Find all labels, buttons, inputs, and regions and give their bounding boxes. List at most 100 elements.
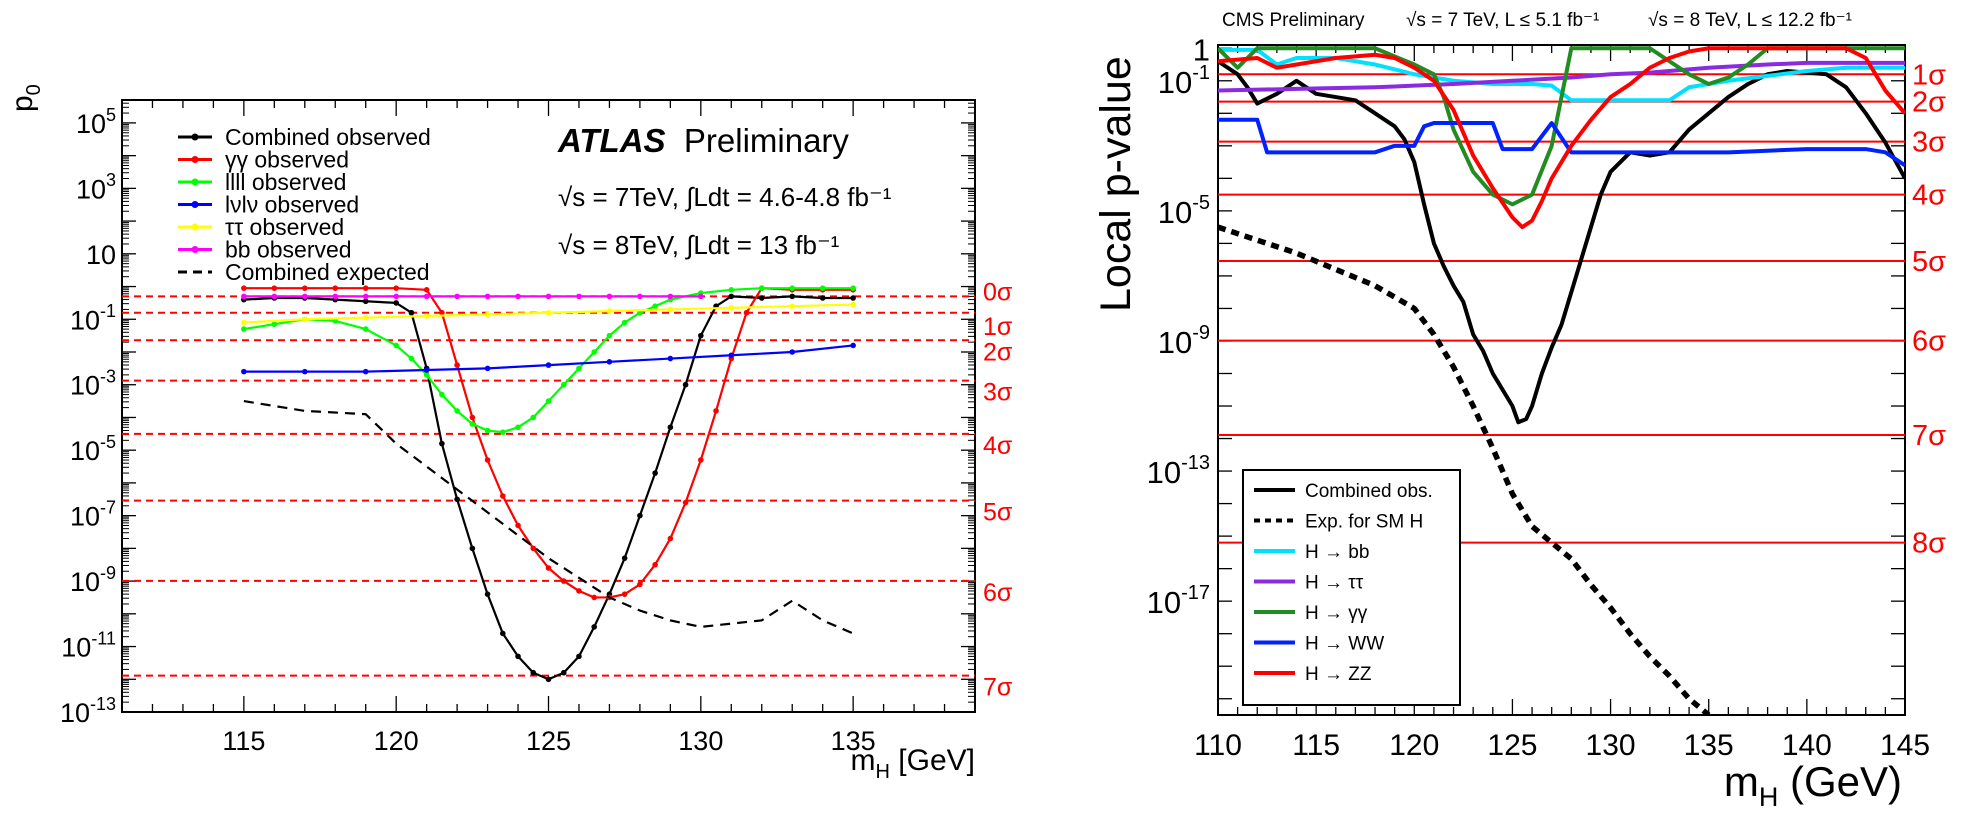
atlas-data-point — [408, 309, 415, 316]
cms-sigma-label: 4σ — [1912, 180, 1946, 212]
atlas-sigma-label: 6σ — [983, 579, 1013, 607]
cms-y-axis-label: Local p-value — [1092, 56, 1140, 312]
atlas-data-point — [408, 355, 415, 362]
atlas-y-tick-label-base: 10 — [70, 305, 100, 335]
atlas-data-point — [758, 285, 765, 291]
atlas-data-point — [698, 457, 704, 463]
atlas-data-point — [484, 427, 491, 434]
atlas-y-tick-label-base: 10 — [70, 502, 100, 532]
atlas-legend-label-5: bb observed — [225, 237, 352, 263]
atlas-y-tick-label-base: 10 — [76, 109, 106, 139]
atlas-title: ATLAS Preliminary — [557, 122, 849, 159]
cms-y-tick-label: 10-9 — [1158, 322, 1210, 360]
cms-energy-8: √s = 8 TeV, L ≤ 12.2 fb⁻¹ — [1648, 10, 1852, 31]
atlas-x-axis-label: mH [GeV] — [851, 744, 976, 783]
atlas-data-point — [789, 349, 796, 355]
atlas-data-point — [545, 676, 552, 683]
atlas-series-line-2 — [243, 287, 854, 434]
atlas-sigma-label: 4σ — [983, 432, 1013, 460]
atlas-data-point — [362, 326, 369, 332]
atlas-x-axis-label-sub: H — [876, 761, 890, 783]
atlas-data-point — [652, 470, 658, 476]
atlas-data-point — [667, 306, 674, 313]
atlas-data-point — [789, 303, 796, 309]
atlas-data-point — [332, 285, 339, 291]
atlas-data-point — [576, 653, 582, 660]
atlas-data-point — [515, 522, 521, 529]
atlas-energy-label: √s = 7TeV, ∫Ldt = 4.6-4.8 fb⁻¹ — [558, 182, 892, 212]
atlas-data-point — [271, 293, 278, 300]
atlas-data-point — [530, 414, 537, 421]
atlas-x-tick-label: 115 — [222, 726, 265, 756]
atlas-data-point — [606, 359, 613, 365]
atlas-data-point — [241, 319, 247, 326]
atlas-data-point — [606, 293, 613, 300]
atlas-data-point — [469, 421, 476, 427]
cms-x-axis-label: mH (GeV) — [1724, 758, 1902, 812]
atlas-data-point — [789, 293, 796, 300]
atlas-legend-label-6: Combined expected — [225, 259, 430, 285]
atlas-legend-marker-4 — [191, 223, 199, 231]
atlas-data-point — [560, 578, 567, 584]
atlas-data-point — [545, 565, 552, 571]
atlas-data-point — [545, 362, 552, 368]
cms-energy-7: √s = 7 TeV, L ≤ 5.1 fb⁻¹ — [1406, 10, 1599, 31]
atlas-x-tick-label: 125 — [526, 726, 571, 756]
atlas-y-axis-label: p0 — [6, 84, 45, 112]
atlas-title-bold: ATLAS — [557, 122, 666, 159]
atlas-series-line-6 — [243, 400, 854, 635]
cms-y-tick-label-base: 10 — [1158, 195, 1192, 230]
cms-y-tick-label-exp: -9 — [1192, 322, 1210, 344]
atlas-data-point — [454, 408, 460, 414]
atlas-y-axis-label-main: p — [6, 95, 39, 112]
cms-x-tick-label: 125 — [1487, 729, 1537, 762]
atlas-data-point — [652, 561, 658, 568]
atlas-data-point — [591, 624, 597, 630]
atlas-y-tick-label-base: 10 — [86, 240, 116, 270]
cms-x-tick-label: 135 — [1684, 729, 1734, 762]
atlas-y-tick-label-base: 10 — [60, 698, 90, 728]
cms-y-tick-label-base: 1 — [1193, 32, 1210, 67]
cms-y-tick-label-base: 10 — [1147, 455, 1181, 490]
cms-y-tick-label-base: 10 — [1147, 585, 1181, 620]
cms-sigma-label: 7σ — [1912, 420, 1946, 452]
atlas-data-point — [728, 305, 735, 311]
atlas-legend-label-0: Combined observed — [225, 124, 431, 150]
atlas-y-tick-label: 10-9 — [70, 563, 116, 597]
atlas-data-point — [545, 293, 552, 300]
atlas-data-point — [423, 367, 430, 373]
cms-x-axis-label-main: m — [1724, 758, 1759, 805]
cms-x-tick-label: 145 — [1880, 729, 1930, 762]
cms-y-tick-label-exp: -5 — [1192, 192, 1210, 214]
atlas-data-point — [667, 293, 674, 300]
atlas-data-point — [530, 545, 537, 552]
atlas-title-rest: Preliminary — [666, 122, 850, 159]
cms-legend-label-1: Exp. for SM H — [1305, 512, 1423, 533]
atlas-data-point — [621, 319, 628, 326]
cms-y-tick-label: 1 — [1193, 32, 1210, 67]
cms-x-tick-label: 115 — [1292, 729, 1340, 762]
cms-x-tick-label: 120 — [1389, 729, 1439, 762]
atlas-y-tick-label-base: 10 — [70, 436, 100, 466]
atlas-data-point — [439, 440, 445, 447]
atlas-data-point — [591, 349, 597, 355]
cms-sigma-label: 8σ — [1912, 528, 1946, 560]
atlas-data-point — [241, 326, 247, 332]
atlas-sigma-label: 7σ — [983, 674, 1013, 702]
atlas-data-point — [713, 408, 719, 414]
cms-y-tick-label-exp: -17 — [1181, 582, 1210, 604]
atlas-data-point — [850, 285, 856, 291]
atlas-data-point — [728, 287, 735, 293]
atlas-data-point — [362, 285, 369, 291]
atlas-x-tick-label: 130 — [678, 726, 723, 756]
atlas-data-point — [698, 332, 704, 339]
atlas-data-point — [850, 295, 856, 301]
cms-sigma-label: 3σ — [1912, 127, 1946, 159]
cms-series-line-0 — [1218, 59, 1905, 425]
atlas-y-tick-label-base: 10 — [70, 371, 100, 401]
atlas-sigma-label: 2σ — [983, 338, 1013, 366]
atlas-y-tick-label-exp: -3 — [100, 367, 116, 387]
atlas-data-point — [393, 285, 399, 291]
